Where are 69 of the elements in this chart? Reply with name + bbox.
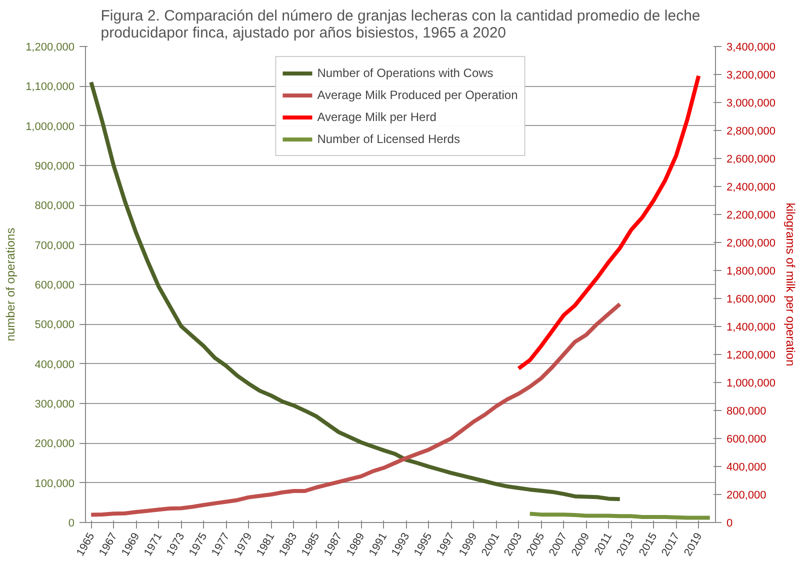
x-tick-label: 1993 <box>390 531 412 558</box>
x-tick-label: 2003 <box>502 531 525 558</box>
y-tick-label: 1,200,000 <box>26 42 74 54</box>
x-tick-label: 1967 <box>97 531 120 558</box>
x-tick-label: 1977 <box>210 531 232 558</box>
x-tick-label: 2007 <box>547 531 570 558</box>
x-tick-label: 1983 <box>277 531 300 558</box>
y2-tick-label: 800,000 <box>726 406 766 418</box>
legend-label: Number of Licensed Herds <box>317 132 460 146</box>
chart-title: Figura 2. Comparación del número de granjas lecheras con la cantidad promedio de leche producidapor finca, ajustado por años bisiestos, 1965 a 2020 <box>100 8 700 42</box>
y2-tick-label: 1,400,000 <box>726 322 776 334</box>
x-tick-label: 1973 <box>164 531 188 558</box>
x-tick-label: 2019 <box>682 531 705 558</box>
y2-tick-label: 600,000 <box>726 434 766 446</box>
y-tick-label: 300,000 <box>34 398 75 410</box>
x-tick-label: 1975 <box>187 531 210 558</box>
y-tick-label: 600,000 <box>34 280 75 292</box>
line-series <box>89 80 622 502</box>
y2-tick-label: 1,000,000 <box>726 378 776 390</box>
x-tick-label: 2005 <box>524 531 548 558</box>
x-tick-label: 1999 <box>457 531 480 558</box>
y-tick-label: 400,000 <box>34 358 75 371</box>
x-tick-label: 2017 <box>660 531 682 558</box>
x-tick-label: 1981 <box>254 531 278 558</box>
line-series <box>89 302 622 517</box>
x-tick-label: 2001 <box>480 531 502 558</box>
x-tick-label: 1969 <box>120 531 142 558</box>
y-tick-label: 1,100,000 <box>26 81 74 94</box>
y2-tick-label: 1,800,000 <box>726 266 776 278</box>
y2-tick-label: 3,000,000 <box>726 98 776 110</box>
y-tick-label: 200,000 <box>34 438 75 450</box>
y-tick-label: 100,000 <box>34 478 75 490</box>
x-tick-label: 1991 <box>367 531 390 558</box>
y2-tick-label: 2,000,000 <box>726 238 776 250</box>
x-tick-label: 1979 <box>232 531 255 558</box>
x-tick-label: 2011 <box>592 531 615 558</box>
line-series <box>516 74 701 370</box>
y-tick-label: 900,000 <box>34 160 75 172</box>
x-tick-label: 2009 <box>570 531 592 558</box>
y2-tick-label: 2,600,000 <box>726 154 776 166</box>
y2-tick-label: 3,200,000 <box>726 70 776 82</box>
legend-label: Average Milk per Herd <box>317 110 436 124</box>
legend-label: Average Milk Produced per Operation <box>317 88 518 102</box>
x-tick-label: 2015 <box>637 531 660 558</box>
y-tick-label: 500,000 <box>34 319 75 332</box>
y2-tick-label: 3,400,000 <box>726 42 776 54</box>
y2-tick-label: 0 <box>726 518 733 530</box>
y2-tick-label: 2,800,000 <box>726 126 776 138</box>
y2-tick-label: 2,200,000 <box>726 210 776 222</box>
y2-tick-label: 200,000 <box>726 490 766 502</box>
y-tick-label: 700,000 <box>34 240 75 252</box>
y2-tick-label: 1,200,000 <box>726 350 776 362</box>
x-tick-label: 1965 <box>74 531 98 558</box>
x-tick-label: 1995 <box>412 531 435 558</box>
legend-label: Number of Operations with Cows <box>317 66 494 80</box>
y2-axis-title: kilograms of milk per operation <box>783 202 798 366</box>
x-tick-label: 1987 <box>322 531 345 558</box>
y2-tick-label: 1,600,000 <box>726 294 776 306</box>
y2-tick-label: 400,000 <box>726 462 766 474</box>
y-tick-label: 800,000 <box>34 200 75 212</box>
y-axis-title: number of operations <box>4 228 18 342</box>
x-tick-label: 1997 <box>434 531 458 558</box>
x-tick-label: 1989 <box>344 531 368 558</box>
x-tick-label: 1985 <box>300 531 322 558</box>
x-tick-label: 2013 <box>614 531 638 558</box>
y2-tick-label: 2,400,000 <box>726 182 776 194</box>
y-tick-label: 0 <box>68 518 75 530</box>
x-tick-label: 1971 <box>142 531 165 558</box>
y-tick-label: 1,000,000 <box>26 120 74 133</box>
